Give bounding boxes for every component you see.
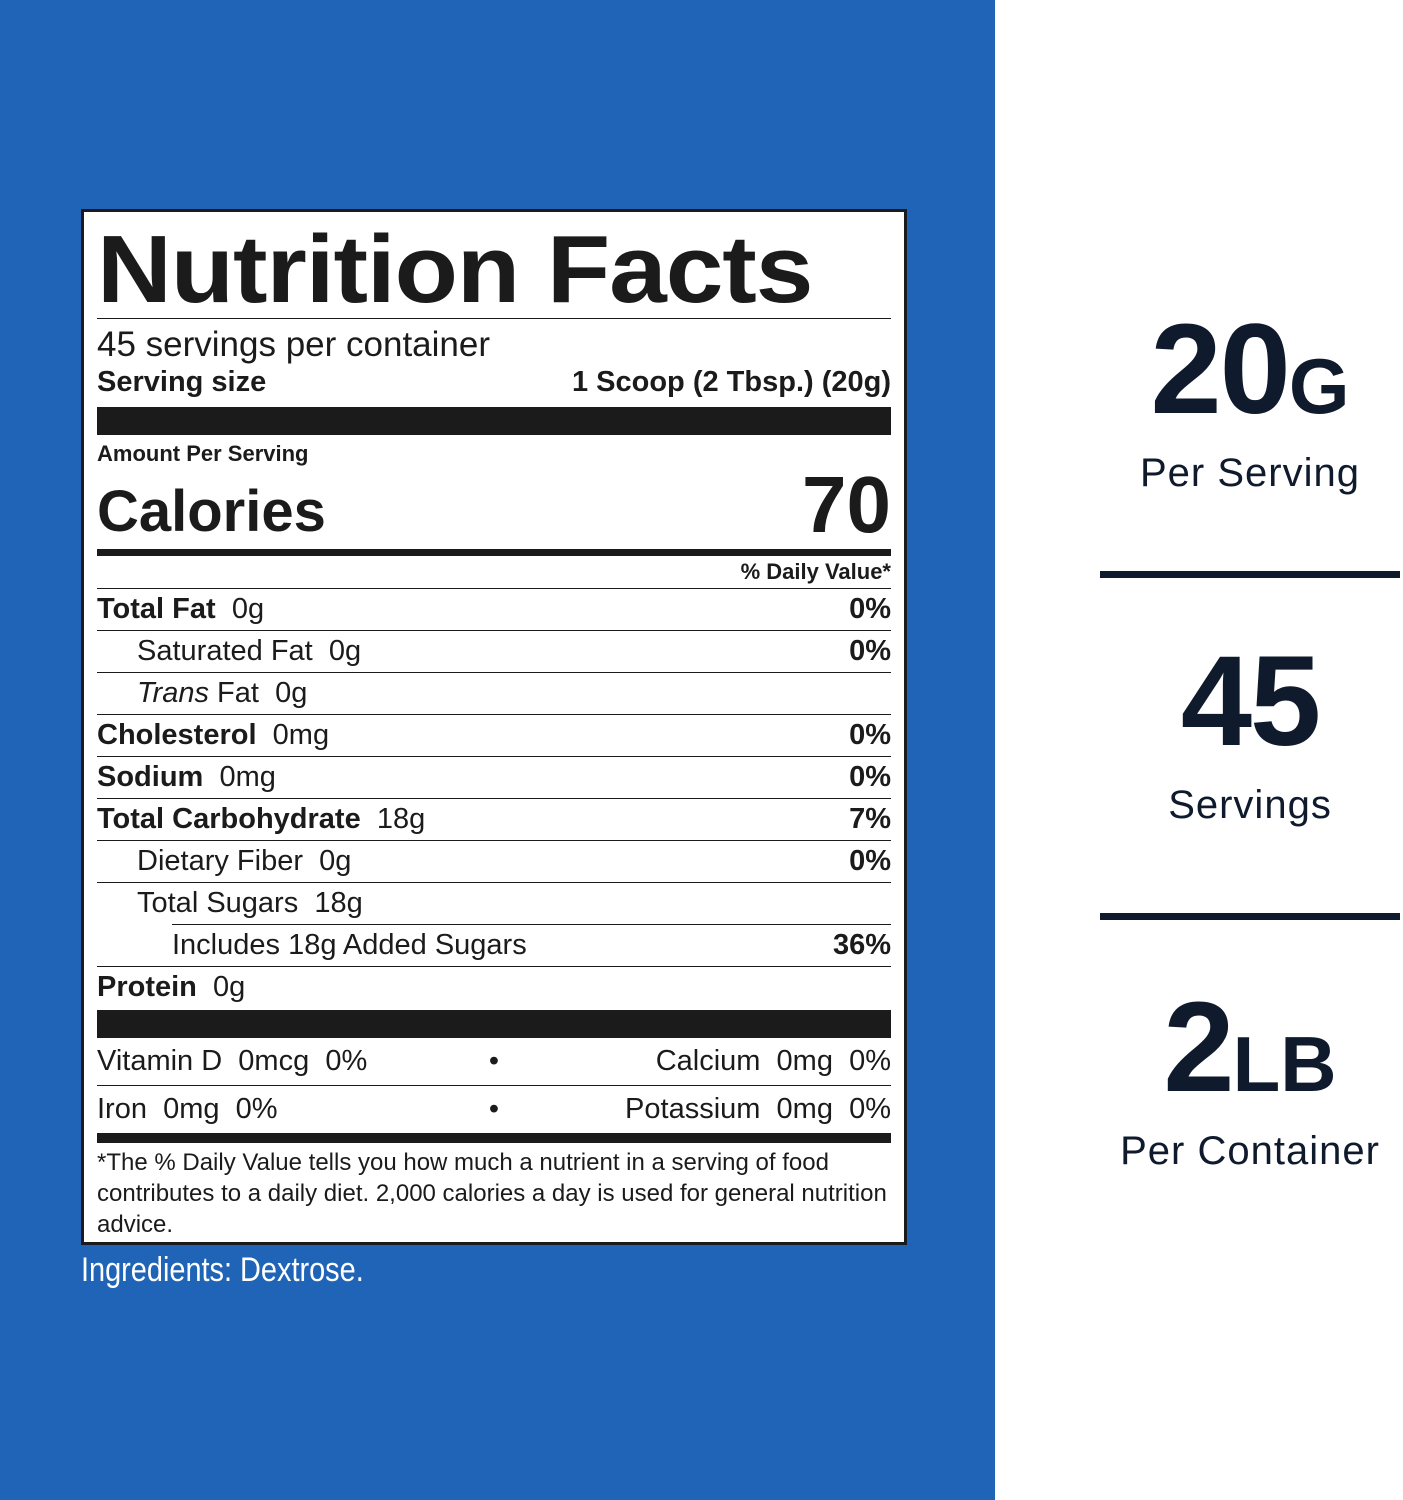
nutrient-row: Saturated Fat 0g 0% bbox=[97, 630, 891, 672]
nutrient-amount: 0g bbox=[328, 635, 362, 667]
thick-divider bbox=[97, 407, 891, 435]
nutrient-name: Sodium bbox=[97, 761, 204, 793]
stat-divider bbox=[1100, 913, 1400, 920]
divider bbox=[97, 318, 891, 319]
stat-servings: 45 Servings bbox=[1100, 637, 1400, 828]
ingredients-text: Ingredients: Dextrose. bbox=[81, 1251, 364, 1289]
calories-row: Calories 70 bbox=[97, 460, 891, 549]
vitamin-right: Potassium 0mg 0% bbox=[625, 1093, 891, 1125]
bullet: • bbox=[488, 1093, 500, 1125]
stat-value: 2 bbox=[1163, 976, 1234, 1119]
nutrient-name: Dietary Fiber bbox=[137, 845, 303, 877]
calories-value: 70 bbox=[802, 460, 891, 549]
nutrient-name-italic: Trans bbox=[137, 677, 209, 709]
nutrient-dv: 36% bbox=[832, 929, 891, 961]
nutrient-dv: 0% bbox=[849, 845, 891, 877]
nutrient-name: Protein bbox=[97, 971, 197, 1003]
nutrient-name: Saturated Fat bbox=[137, 635, 313, 667]
nutrient-amount: 0mg bbox=[272, 719, 330, 751]
thick-divider bbox=[97, 1010, 891, 1038]
stat-caption: Per Container bbox=[1120, 1129, 1380, 1173]
serving-size-row: Serving size 1 Scoop (2 Tbsp.) (20g) bbox=[97, 365, 891, 399]
stat-divider bbox=[1100, 571, 1400, 578]
nutrient-row: Trans Fat 0g bbox=[97, 672, 891, 714]
label-title: Nutrition Facts bbox=[97, 216, 813, 323]
added-sugars-wrap: Includes 18g Added Sugars 36% bbox=[172, 924, 891, 966]
nutrient-row: Protein 0g bbox=[97, 966, 891, 1008]
stat-value: 20 bbox=[1150, 298, 1290, 441]
nutrient-row: Total Carbohydrate 18g 7% bbox=[97, 798, 891, 840]
nutrient-name: Total Carbohydrate bbox=[97, 803, 361, 835]
nutrient-dv: 0% bbox=[849, 635, 891, 667]
stat-caption: Per Serving bbox=[1140, 451, 1360, 495]
nutrient-name: Includes 18g Added Sugars bbox=[172, 929, 527, 961]
nutrient-amount: 0g bbox=[213, 971, 246, 1003]
nutrient-amount: 0g bbox=[275, 677, 308, 709]
nutrient-dv: 0% bbox=[849, 719, 891, 751]
stat-value: 45 bbox=[1180, 630, 1321, 773]
stat-protein: 20G Per Serving bbox=[1100, 305, 1400, 496]
nutrient-amount: 0g bbox=[319, 845, 352, 877]
calories-label: Calories bbox=[97, 479, 326, 544]
vitamin-row: Vitamin D 0mcg 0% • Calcium 0mg 0% bbox=[97, 1038, 891, 1085]
nutrient-name: Total Sugars bbox=[137, 887, 299, 919]
nutrient-row: Dietary Fiber 0g 0% bbox=[97, 840, 891, 882]
vitamin-right: Calcium 0mg 0% bbox=[655, 1045, 891, 1077]
footnote: *The % Daily Value tells you how much a … bbox=[97, 1149, 887, 1238]
daily-value-header: % Daily Value* bbox=[740, 559, 891, 584]
divider bbox=[97, 1085, 891, 1086]
vitamin-row: Iron 0mg 0% • Potassium 0mg 0% bbox=[97, 1086, 891, 1133]
nutrient-amount: 18g bbox=[376, 803, 426, 835]
servings-per-container: 45 servings per container bbox=[97, 325, 490, 364]
stat-container: 2LB Per Container bbox=[1100, 983, 1400, 1174]
nutrition-facts-label: Nutrition Facts 45 servings per containe… bbox=[81, 209, 907, 1245]
medium-divider bbox=[97, 1133, 891, 1143]
nutrient-row: Total Sugars 18g bbox=[97, 882, 891, 924]
nutrient-dv: 7% bbox=[849, 803, 891, 835]
nutrient-name: Fat bbox=[217, 677, 259, 709]
serving-size-value: 1 Scoop (2 Tbsp.) (20g) bbox=[571, 366, 891, 398]
stat-caption: Servings bbox=[1168, 783, 1332, 827]
bullet: • bbox=[488, 1045, 500, 1077]
stat-unit: G bbox=[1288, 342, 1350, 430]
nutrient-dv: 0% bbox=[849, 593, 891, 625]
nutrient-amount: 0mg bbox=[219, 761, 276, 793]
nutrient-row: Sodium 0mg 0% bbox=[97, 756, 891, 798]
nutrient-amount: 0g bbox=[231, 593, 265, 625]
nutrient-dv: 0% bbox=[849, 761, 891, 793]
nutrient-amount: 18g bbox=[314, 887, 363, 919]
nutrient-name: Cholesterol bbox=[97, 719, 257, 751]
nutrient-name: Total Fat bbox=[97, 593, 216, 625]
nutrient-row: Cholesterol 0mg 0% bbox=[97, 714, 891, 756]
vitamin-left: Iron 0mg 0% bbox=[97, 1093, 278, 1125]
amount-per-serving: Amount Per Serving bbox=[97, 441, 309, 466]
nutrient-row: Total Fat 0g 0% bbox=[97, 588, 891, 630]
nutrient-row: Includes 18g Added Sugars 36% bbox=[172, 924, 891, 966]
vitamin-left: Vitamin D 0mcg 0% bbox=[97, 1045, 368, 1077]
medium-divider bbox=[97, 549, 891, 556]
stat-unit: LB bbox=[1232, 1020, 1337, 1108]
serving-size-label: Serving size bbox=[97, 366, 267, 398]
